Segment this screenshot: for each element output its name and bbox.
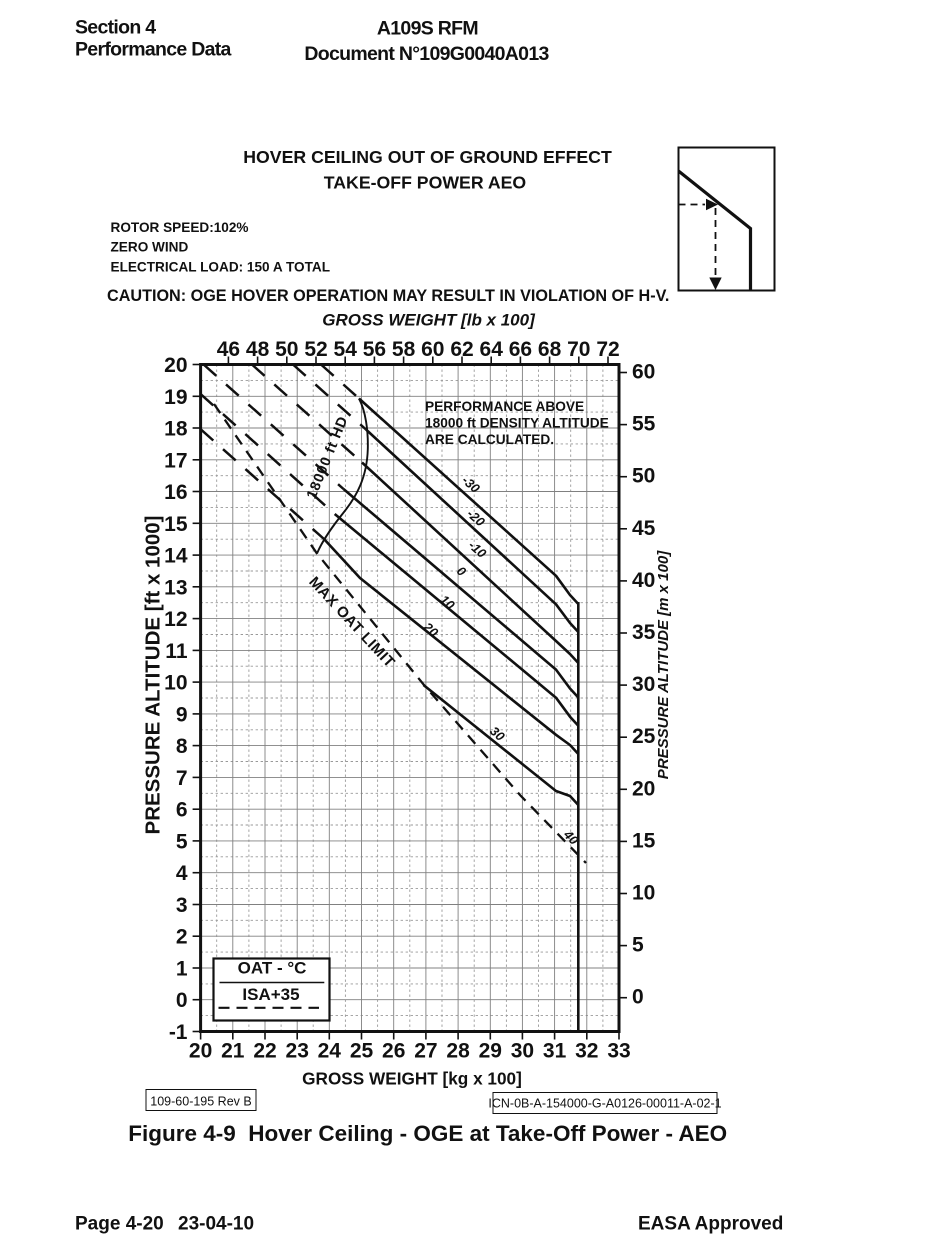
svg-text:12: 12	[164, 608, 187, 631]
svg-text:ICN-0B-A-154000-G-A0126-00011-: ICN-0B-A-154000-G-A0126-00011-A-02-1	[488, 1097, 721, 1111]
svg-text:EASA Approved: EASA Approved	[638, 1214, 783, 1235]
svg-text:25: 25	[350, 1040, 374, 1063]
svg-text:OAT - °C: OAT - °C	[238, 959, 307, 978]
svg-text:35: 35	[632, 621, 656, 644]
svg-text:22: 22	[253, 1040, 276, 1063]
svg-text:15: 15	[632, 829, 656, 852]
svg-text:32: 32	[575, 1040, 598, 1063]
svg-text:52: 52	[304, 338, 327, 361]
svg-text:60: 60	[632, 361, 655, 384]
svg-text:18: 18	[164, 418, 188, 441]
svg-text:11: 11	[165, 640, 188, 663]
svg-text:20: 20	[189, 1040, 212, 1063]
svg-text:ELECTRICAL LOAD: 150 A TOTAL: ELECTRICAL LOAD: 150 A TOTAL	[111, 260, 331, 275]
svg-text:TAKE-OFF POWER AEO: TAKE-OFF POWER AEO	[324, 173, 527, 193]
svg-text:56: 56	[363, 338, 386, 361]
svg-text:15: 15	[164, 513, 188, 536]
svg-text:30: 30	[632, 673, 655, 696]
svg-text:Figure 4-9 Hover Ceiling - OG: Figure 4-9 Hover Ceiling - OGE at Take-O…	[128, 1121, 727, 1146]
svg-text:7: 7	[176, 767, 188, 790]
svg-text:ARE CALCULATED.: ARE CALCULATED.	[425, 432, 554, 447]
svg-text:25: 25	[632, 725, 656, 748]
svg-text:54: 54	[334, 338, 358, 361]
svg-text:72: 72	[596, 338, 619, 361]
svg-text:21: 21	[221, 1040, 245, 1063]
svg-text:109-60-195 Rev B: 109-60-195 Rev B	[150, 1095, 251, 1109]
svg-text:5: 5	[632, 934, 644, 957]
svg-text:3: 3	[176, 894, 188, 917]
svg-text:23: 23	[286, 1040, 309, 1063]
svg-text:PRESSURE ALTITUDE [m x 100]: PRESSURE ALTITUDE [m x 100]	[655, 550, 672, 779]
svg-text:58: 58	[392, 338, 416, 361]
svg-text:14: 14	[164, 545, 188, 568]
svg-text:27: 27	[414, 1040, 437, 1063]
svg-text:62: 62	[450, 338, 473, 361]
svg-text:64: 64	[480, 338, 504, 361]
svg-text:-1: -1	[169, 1021, 188, 1044]
svg-text:ZERO WIND: ZERO WIND	[111, 240, 189, 255]
svg-text:PERFORMANCE ABOVE: PERFORMANCE ABOVE	[425, 399, 584, 414]
svg-text:10: 10	[164, 672, 187, 695]
svg-text:55: 55	[632, 413, 656, 436]
svg-text:40: 40	[632, 569, 655, 592]
svg-text:5: 5	[176, 830, 188, 853]
svg-text:50: 50	[632, 465, 655, 488]
svg-text:29: 29	[479, 1040, 502, 1063]
svg-text:Performance Data: Performance Data	[75, 39, 232, 61]
svg-text:20: 20	[164, 354, 187, 377]
svg-text:50: 50	[275, 338, 298, 361]
svg-text:A109S RFM: A109S RFM	[377, 18, 478, 40]
svg-text:GROSS WEIGHT [lb x 100]: GROSS WEIGHT [lb x 100]	[322, 311, 536, 330]
svg-text:24: 24	[318, 1040, 342, 1063]
svg-text:48: 48	[246, 338, 270, 361]
svg-text:70: 70	[567, 338, 590, 361]
svg-text:PRESSURE ALTITUDE [ft x 1000]: PRESSURE ALTITUDE [ft x 1000]	[142, 516, 165, 835]
svg-text:68: 68	[538, 338, 562, 361]
svg-text:26: 26	[382, 1040, 405, 1063]
svg-text:HOVER CEILING OUT OF GROUND EF: HOVER CEILING OUT OF GROUND EFFECT	[243, 147, 612, 167]
svg-text:ROTOR SPEED:102%: ROTOR SPEED:102%	[111, 220, 249, 235]
svg-text:19: 19	[164, 386, 187, 409]
svg-text:0: 0	[176, 989, 188, 1012]
svg-text:4: 4	[176, 862, 188, 885]
svg-text:23-04-10: 23-04-10	[178, 1214, 254, 1235]
svg-text:66: 66	[509, 338, 532, 361]
svg-text:13: 13	[164, 576, 187, 599]
svg-text:45: 45	[632, 517, 656, 540]
svg-text:9: 9	[176, 703, 188, 726]
svg-text:10: 10	[632, 882, 655, 905]
svg-text:CAUTION: OGE HOVER OPERATION M: CAUTION: OGE HOVER OPERATION MAY RESULT …	[107, 287, 669, 305]
svg-text:20: 20	[632, 777, 655, 800]
svg-text:60: 60	[421, 338, 444, 361]
svg-text:46: 46	[217, 338, 240, 361]
svg-text:31: 31	[543, 1040, 567, 1063]
svg-text:Page 4-20: Page 4-20	[75, 1214, 164, 1235]
svg-text:18000 ft DENSITY ALTITUDE: 18000 ft DENSITY ALTITUDE	[425, 416, 609, 431]
svg-text:1: 1	[176, 958, 188, 981]
svg-text:0: 0	[632, 986, 644, 1009]
svg-text:2: 2	[176, 926, 188, 949]
svg-text:28: 28	[446, 1040, 470, 1063]
svg-text:Section 4: Section 4	[75, 17, 156, 39]
svg-text:8: 8	[176, 735, 188, 758]
svg-text:16: 16	[164, 481, 187, 504]
svg-text:ISA+35: ISA+35	[242, 985, 299, 1004]
svg-text:6: 6	[176, 799, 188, 822]
svg-text:33: 33	[607, 1040, 630, 1063]
svg-text:Document N°109G0040A013: Document N°109G0040A013	[304, 43, 549, 65]
svg-text:GROSS WEIGHT [kg x 100]: GROSS WEIGHT [kg x 100]	[302, 1069, 522, 1089]
svg-text:30: 30	[511, 1040, 534, 1063]
svg-text:17: 17	[164, 449, 187, 472]
